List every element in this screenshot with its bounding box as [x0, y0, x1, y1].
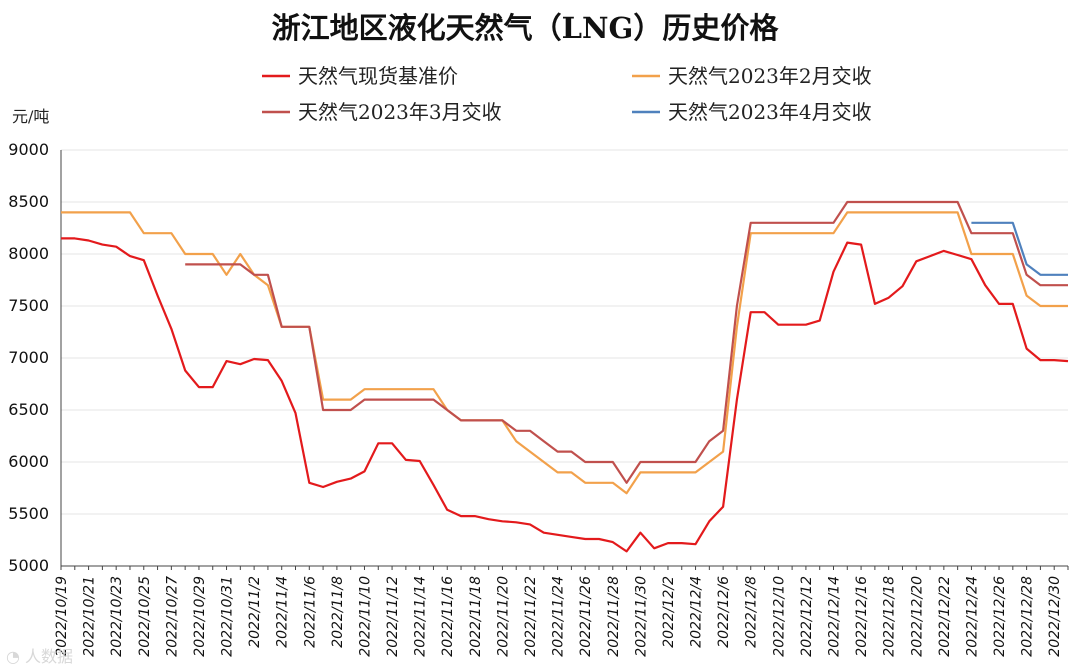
x-tick-label: 2022/10/21 — [82, 576, 98, 657]
x-tick-label: 2022/10/29 — [192, 576, 208, 657]
x-tick-label: 2022/12/6 — [716, 576, 732, 648]
axis-layer — [60, 150, 1069, 570]
grid-layer: 5000 5500 6000 6500 7000 7500 8000 8500 9000 — [8, 140, 1068, 575]
y-tick-label: 5500 — [8, 504, 49, 523]
x-tick-label: 2022/11/10 — [357, 576, 373, 657]
y-tick-label: 8500 — [8, 192, 49, 211]
y-tick-label: 6500 — [8, 400, 49, 419]
y-tick-label: 6000 — [8, 452, 49, 471]
x-tick-label: 2022/10/19 — [54, 576, 70, 657]
x-tick-label: 2022/12/18 — [882, 576, 898, 657]
x-tick-label: 2022/11/4 — [275, 576, 291, 648]
legend-item-label: 天然气2023年2月交收 — [668, 64, 872, 88]
x-tick-label: 2022/12/12 — [799, 576, 815, 657]
x-tick-label: 2022/11/14 — [413, 576, 429, 657]
x-tick-label: 2022/11/2 — [247, 576, 263, 648]
x-tick-label: 2022/12/2 — [661, 576, 677, 648]
x-tick-label: 2022/10/31 — [220, 576, 236, 657]
y-tick-label: 5000 — [8, 556, 49, 575]
series-line-4 — [971, 221, 1068, 276]
x-tick-label: 2022/12/20 — [909, 576, 925, 657]
x-tick-label: 2022/11/28 — [606, 576, 622, 657]
y-tick-label: 7500 — [8, 296, 49, 315]
y-tick-label: 9000 — [8, 140, 49, 159]
chart-title: 浙江地区液化天然气（LNG）历史价格 — [272, 11, 780, 45]
x-tick-label: 2022/12/10 — [771, 576, 787, 657]
x-tick-label: 2022/12/14 — [826, 576, 842, 657]
x-tick-label: 2022/12/16 — [854, 576, 870, 657]
legend-item-label: 天然气现货基准价 — [298, 64, 458, 88]
x-tick-label: 2022/12/4 — [689, 576, 705, 648]
x-tick-label: 2022/11/16 — [440, 576, 456, 657]
x-tick-label: 2022/11/8 — [330, 576, 346, 648]
series-line-3 — [185, 200, 1068, 484]
y-axis-unit-label: 元/吨 — [12, 107, 49, 126]
y-tick-label: 8000 — [8, 244, 49, 263]
x-tick-label: 2022/11/22 — [523, 576, 539, 657]
x-tick-label: 2022/10/27 — [164, 576, 180, 657]
x-tick-label: 2022/12/30 — [1047, 576, 1063, 657]
x-tick-label: 2022/11/24 — [551, 576, 567, 657]
series-line-1 — [61, 237, 1069, 553]
x-tick-label: 2022/11/6 — [302, 576, 318, 648]
x-tick-label: 2022/10/23 — [109, 576, 125, 657]
x-tick-label: 2022/12/24 — [964, 576, 980, 657]
x-tick-label: 2022/12/8 — [744, 576, 760, 648]
series-layer — [61, 200, 1069, 553]
x-tick-label: 2022/11/30 — [633, 576, 649, 657]
x-tick-label: 2022/11/18 — [468, 576, 484, 657]
x-tick-label: 2022/12/28 — [1020, 576, 1036, 657]
x-tick-label: 2022/12/22 — [937, 576, 953, 657]
x-tick-label: 2022/12/26 — [992, 576, 1008, 657]
watermark: ◔ 人数据 — [6, 647, 73, 666]
legend-item-label: 天然气2023年4月交收 — [668, 100, 872, 124]
x-tick-labels: 2022/10/19 2022/10/21 2022/10/23 2022/10/25… — [54, 576, 1063, 657]
legend-item-label: 天然气2023年3月交收 — [298, 100, 502, 124]
x-tick-label: 2022/11/26 — [578, 576, 594, 657]
y-tick-label: 7000 — [8, 348, 49, 367]
watermark-logo-icon: ◔ 人数据 — [6, 647, 73, 666]
x-tick-label: 2022/11/12 — [385, 576, 401, 657]
x-tick-label: 2022/11/20 — [495, 576, 511, 657]
x-tick-label: 2022/10/25 — [137, 576, 153, 657]
